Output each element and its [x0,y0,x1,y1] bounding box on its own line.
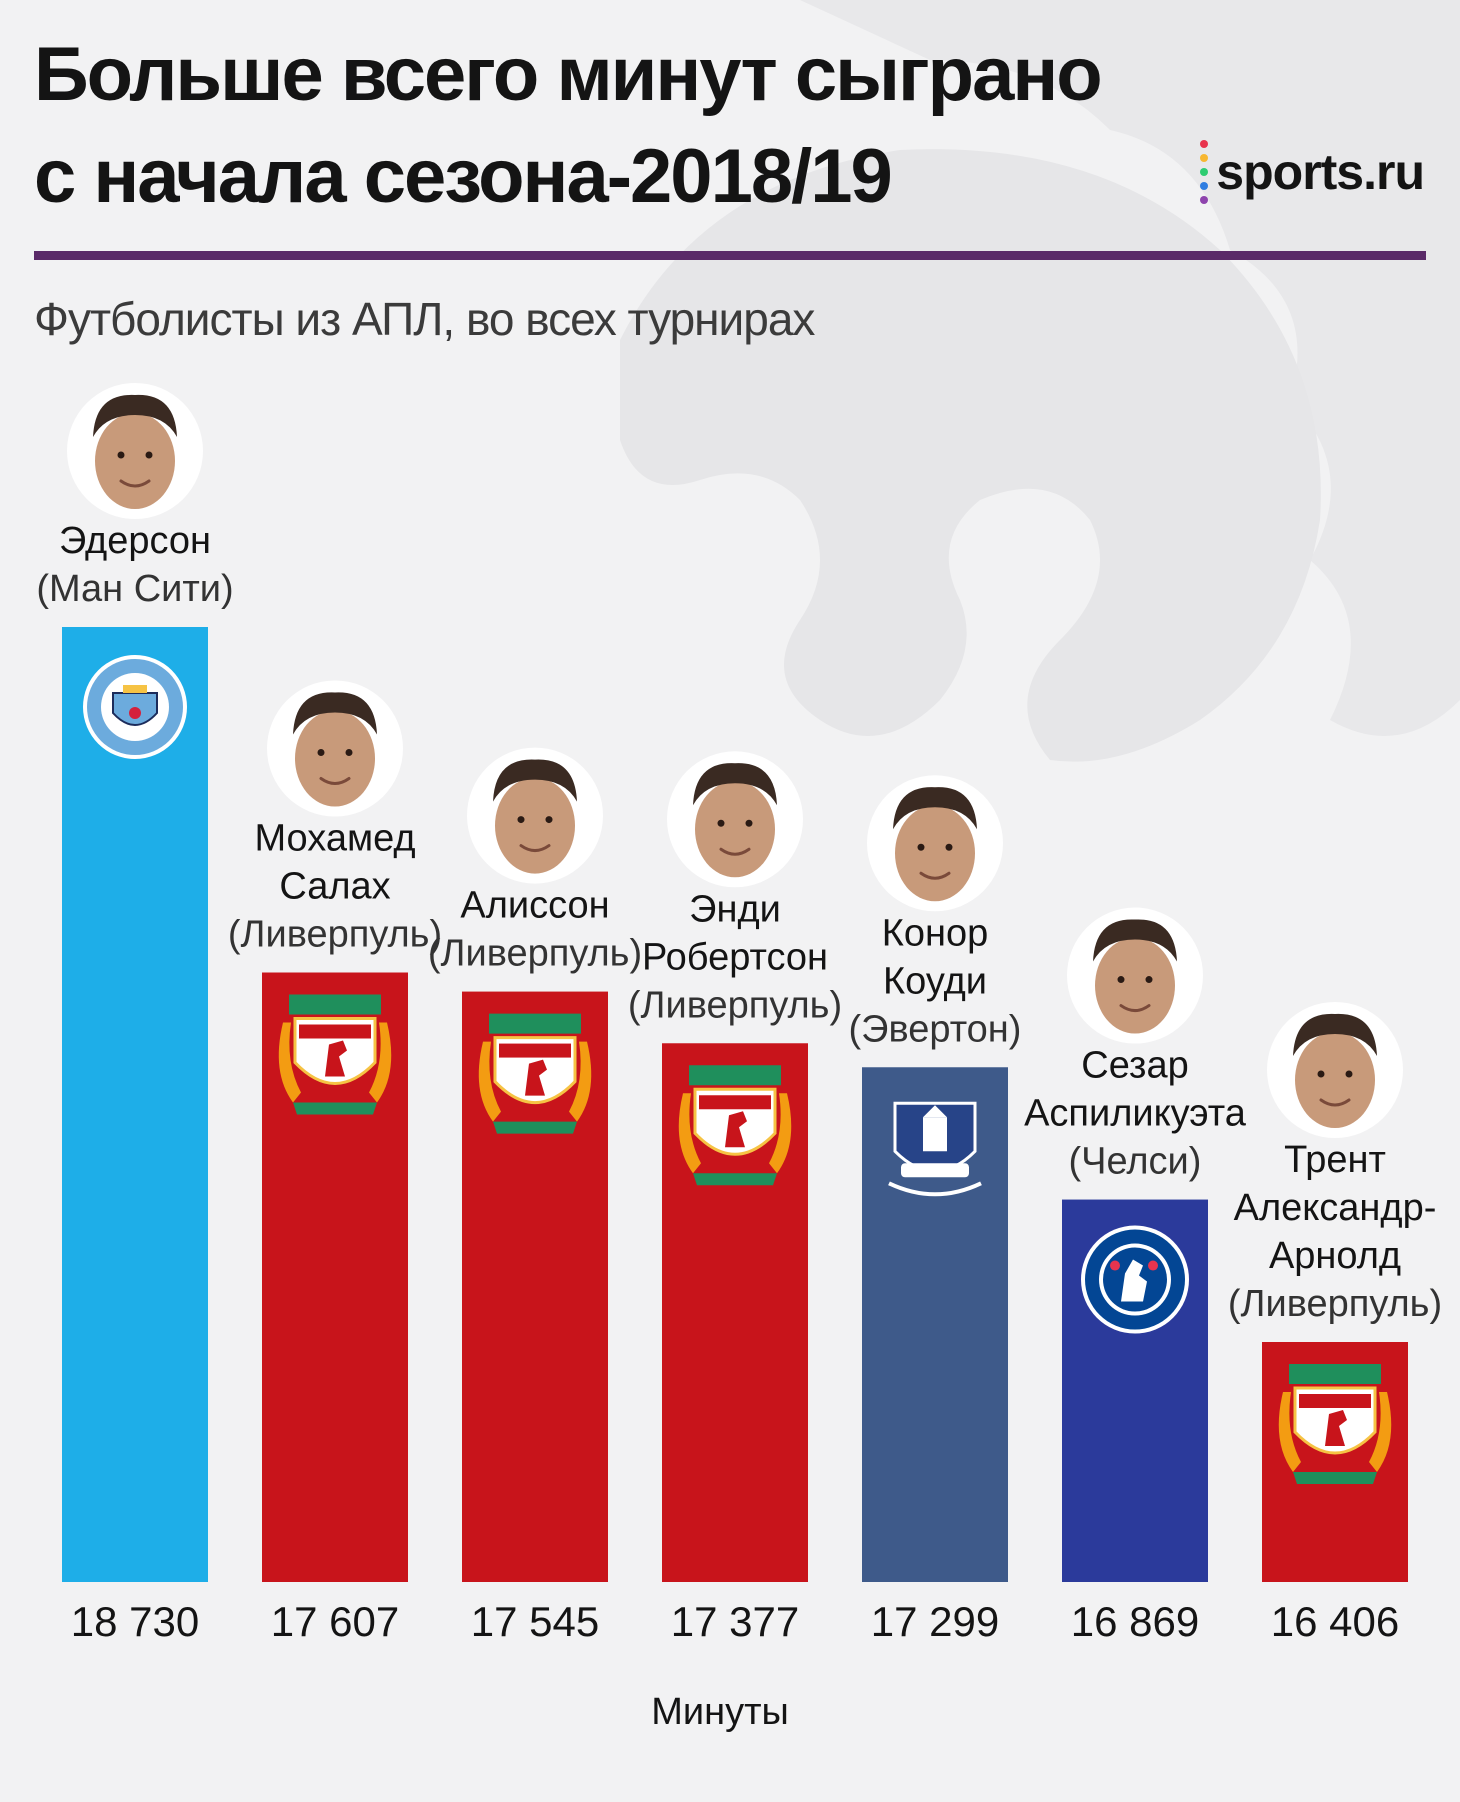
player-avatar-icon [1267,1002,1403,1138]
bar-group: 17 607 Мохамед Салах (Ливерпуль) [228,680,442,1645]
player-avatar-icon [867,775,1003,912]
chelsea-crest-icon [1081,1225,1189,1334]
player-name: Алиссон [460,885,609,927]
value-label: 16 869 [1071,1598,1199,1645]
chart-subtitle: Футболисты из АПЛ, во всех турнирах [34,293,815,345]
player-name: Арнолд [1269,1235,1401,1277]
value-label: 17 607 [271,1598,399,1645]
bar-group: 16 869 Сезар Аспиликуэта (Челси) [1024,907,1247,1645]
player-name: Энди [689,888,781,930]
liverpool-crest-icon [478,1013,592,1134]
player-name: Эдерсон [59,520,211,562]
player-club: (Ливерпуль) [1228,1283,1442,1325]
value-label: 17 377 [671,1598,799,1645]
player-avatar-icon [667,751,803,888]
value-label: 17 299 [871,1598,999,1645]
everton-crest-icon [888,1101,982,1197]
player-avatar-icon [1067,907,1203,1044]
player-club: (Ливерпуль) [428,933,642,975]
player-name: Конор [882,912,989,954]
brand-dot [1200,140,1209,148]
player-name: Александр- [1234,1187,1437,1229]
bar-group: 17 545 Алиссон (Ливерпуль) [428,747,642,1645]
brand-dot [1200,168,1209,176]
player-name: Сезар [1081,1045,1188,1087]
value-label: 16 406 [1271,1598,1399,1645]
bar-group: 17 377 Энди Робертсон (Ливерпуль) [628,751,842,1645]
liverpool-crest-icon [1278,1364,1392,1484]
chart-title-line-2: с начала сезона-2018/19 [34,134,893,219]
player-club: (Ливерпуль) [228,914,442,956]
player-name: Аспиликуэта [1024,1093,1247,1135]
chart-title-line-1: Больше всего минут сыграно [34,32,1103,117]
bar-group: 17 299 Конор Коуди (Эвертон) [849,775,1022,1645]
x-axis-label: Минуты [651,1691,789,1733]
player-name: Мохамед [254,818,415,860]
brand-dot [1200,154,1209,162]
value-label: 18 730 [71,1598,199,1645]
player-club: (Челси) [1069,1141,1202,1183]
bar [62,627,208,1582]
player-name: Салах [279,866,390,908]
title-divider [34,251,1426,260]
brand-dots-icon [1200,140,1209,204]
player-name: Коуди [883,960,987,1002]
liverpool-crest-icon [678,1065,792,1186]
bar-group: 18 730 Эдерсон (Ман Сити) [36,383,234,1645]
player-name: Трент [1284,1139,1386,1181]
player-club: (Ман Сити) [36,568,233,610]
man-city-crest-icon [83,655,187,759]
player-avatar-icon [467,747,603,884]
player-club: (Ливерпуль) [628,984,842,1026]
brand-dot [1200,182,1209,190]
brand-logo: sports.ru [1200,140,1425,204]
liverpool-crest-icon [278,994,392,1115]
value-label: 17 545 [471,1598,599,1645]
player-avatar-icon [267,680,403,817]
bar-group: 16 406 Трент Александр- Арнолд (Ливерпуль) [1228,1002,1442,1645]
player-avatar-icon [67,383,203,519]
player-club: (Эвертон) [849,1008,1022,1050]
brand-name: sports.ru [1216,144,1425,200]
player-name: Робертсон [642,936,828,978]
chart-title: Больше всего минут сыграно с начала сезо… [34,24,1103,228]
brand-dot [1200,196,1209,204]
